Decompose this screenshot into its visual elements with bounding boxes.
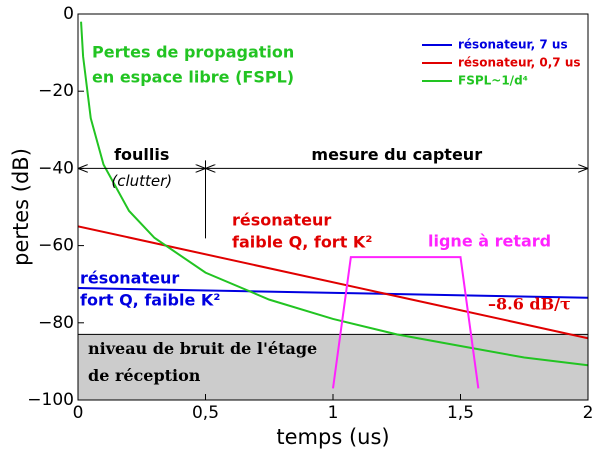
series-line [78,225,588,340]
series-line [332,256,480,389]
region-label: mesure du capteur [311,145,482,164]
annotation: Pertes de propagation [92,43,294,62]
series-line [80,21,588,367]
x-tick-label: 1,5 [447,403,474,423]
legend-label: résonateur, 7 us [458,38,568,52]
noise-floor [77,333,589,401]
x-tick-label: 2 [583,403,594,423]
region-label: foullis [114,145,169,164]
y-tick-label: −100 [27,390,74,410]
annotation: résonateur [80,269,179,288]
annotation: fort Q, faible K² [80,291,220,310]
x-tick-label: 0,5 [192,403,219,423]
y-tick-label: 0 [63,4,74,24]
y-tick-label: −60 [38,236,74,256]
annotation: résonateur [232,211,331,230]
annotation: –8.6 dB/τ [488,295,571,314]
annotation: ligne à retard [428,232,551,251]
legend-label: résonateur, 0,7 us [458,56,581,70]
x-tick-label: 1 [328,403,339,423]
region-sublabel: (clutter) [111,172,172,190]
y-tick-label: −80 [38,313,74,333]
y-tick-label: −20 [38,81,74,101]
x-axis-label: temps (us) [276,425,389,449]
annotation: en espace libre (FSPL) [92,68,294,87]
y-axis-label: pertes (dB) [9,148,33,266]
noise-label: niveau de bruit de l'étage [88,339,317,358]
annotation: faible Q, fort K² [232,233,372,252]
series-line [78,287,588,299]
noise-label: de réception [88,366,201,385]
y-tick-label: −40 [38,158,74,178]
legend-label: FSPL~1/d⁴ [458,74,528,88]
x-tick-label: 0 [73,403,84,423]
